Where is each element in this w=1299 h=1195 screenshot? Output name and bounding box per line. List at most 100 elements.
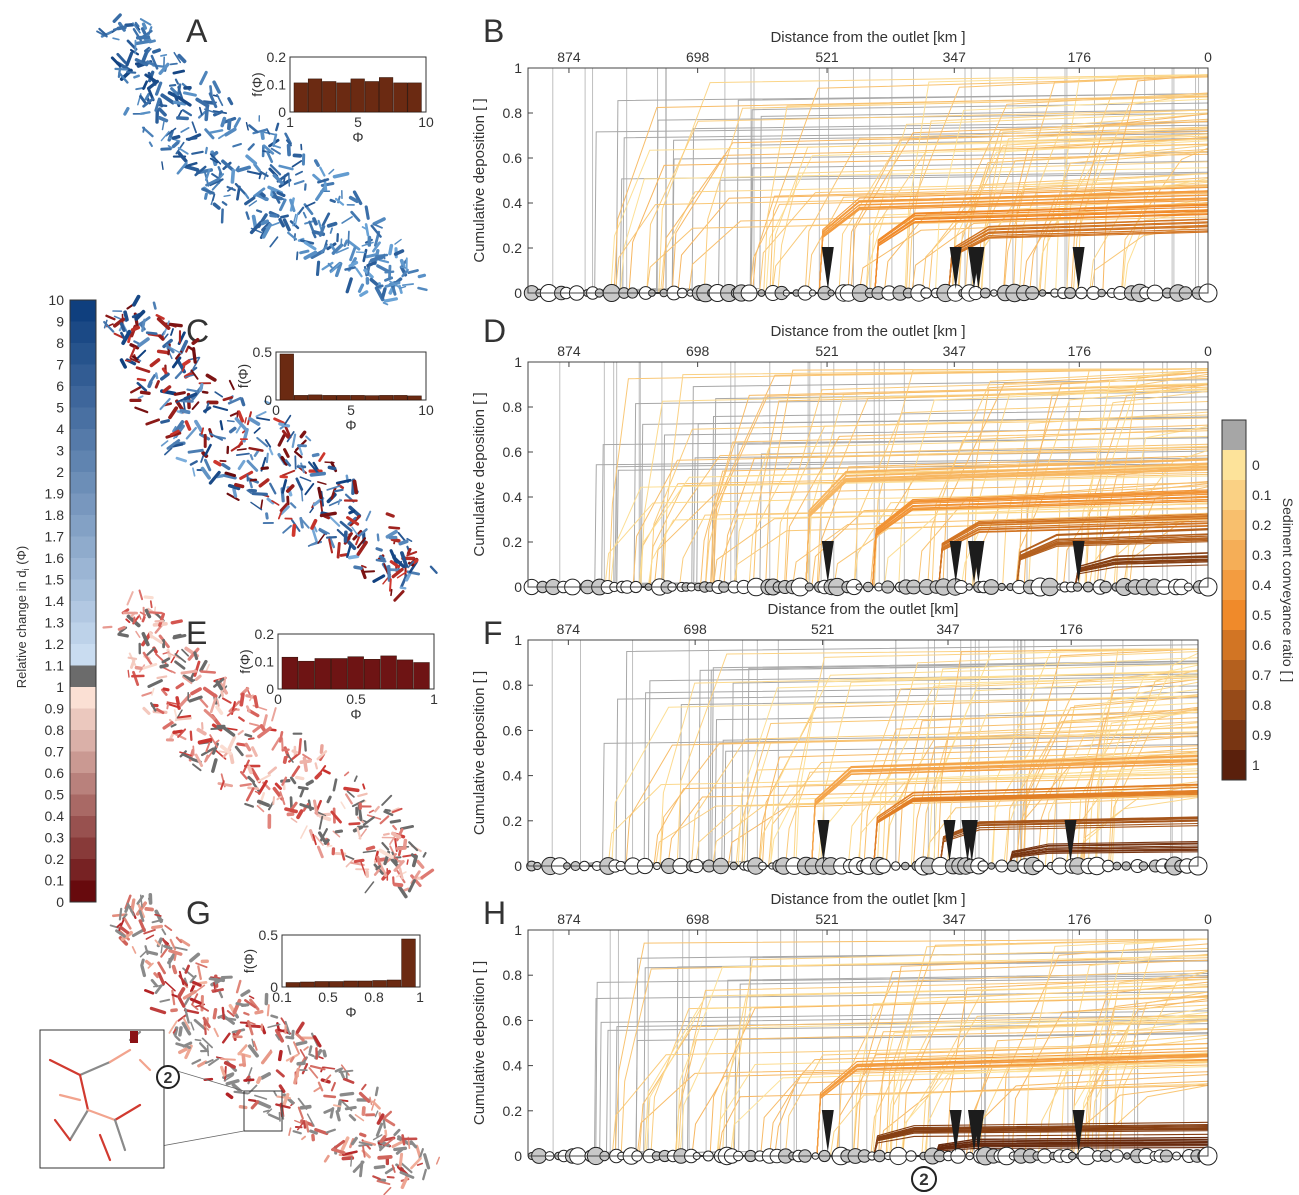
colorbar-segment xyxy=(70,579,96,602)
histogram-bar xyxy=(336,82,351,113)
river-segment xyxy=(278,730,284,743)
river-segment xyxy=(374,805,380,813)
y-tick-label: 0.6 xyxy=(503,444,523,460)
river-segment xyxy=(178,1047,188,1055)
river-segment xyxy=(174,660,186,670)
colorbar-segment xyxy=(70,536,96,559)
colorbar-tick-label: 1.4 xyxy=(45,593,65,609)
y-tick-label: 0.4 xyxy=(503,489,523,505)
river-segment xyxy=(205,663,210,672)
colorbar-tick-label: 1.2 xyxy=(45,636,65,652)
river-segment xyxy=(199,659,208,673)
histogram-bar xyxy=(293,395,309,401)
river-segment xyxy=(259,724,266,732)
x-tick-label: 874 xyxy=(557,911,581,927)
river-segment xyxy=(193,1018,207,1031)
river-segment xyxy=(143,928,156,935)
river-segment xyxy=(304,482,315,496)
deposition-trajectory xyxy=(604,491,1209,588)
river-segment xyxy=(158,612,165,627)
arrow-marker xyxy=(1072,1110,1085,1152)
river-segment xyxy=(162,687,170,692)
river-segment xyxy=(123,106,130,116)
river-segment xyxy=(252,128,268,135)
deposition-trajectory xyxy=(908,109,1209,294)
colorbar-tick-label: 0.5 xyxy=(1252,607,1272,623)
river-segment xyxy=(116,52,127,64)
deposition-trajectory xyxy=(1013,74,1209,294)
deposition-trajectory xyxy=(1074,564,1209,588)
river-segment xyxy=(283,448,290,458)
river-segment xyxy=(223,473,237,480)
deposition-trajectory xyxy=(659,671,1199,867)
river-segment xyxy=(212,80,221,94)
colorbar-tick-label: 0.2 xyxy=(45,851,65,867)
river-segment xyxy=(400,551,409,568)
river-segment xyxy=(284,459,292,467)
river-segment xyxy=(383,563,389,575)
inset-branch xyxy=(138,1058,152,1072)
river-segment xyxy=(317,1081,324,1092)
deposition-trajectory xyxy=(675,955,1209,1157)
river-segment xyxy=(216,93,224,107)
deposition-trajectory xyxy=(768,750,1199,867)
river-segment xyxy=(175,456,188,463)
river-segment xyxy=(398,1152,404,1168)
river-segment xyxy=(229,752,235,765)
river-segment xyxy=(161,161,164,171)
river-segment xyxy=(326,221,338,228)
river-segment xyxy=(211,988,218,992)
panel-label-b: B xyxy=(483,13,504,49)
river-segment xyxy=(387,564,392,582)
river-segment xyxy=(204,128,215,140)
river-segment xyxy=(160,440,169,447)
colorbar-tick-label: 1.1 xyxy=(45,658,65,674)
deposition-trajectory xyxy=(879,1080,1209,1157)
river-segment xyxy=(247,775,255,784)
deposition-trajectory xyxy=(709,996,1209,1157)
river-segment xyxy=(204,754,210,762)
river-segment xyxy=(299,786,306,798)
river-segment xyxy=(139,390,151,396)
histogram-bar xyxy=(364,81,379,113)
river-segment xyxy=(318,527,330,535)
river-segment xyxy=(198,1042,210,1053)
river-segment xyxy=(382,301,389,306)
river-segment xyxy=(183,161,198,168)
river-segment xyxy=(322,769,331,775)
river-segment xyxy=(146,647,156,656)
histogram-bar xyxy=(307,78,323,113)
river-segment xyxy=(373,869,380,876)
river-segment xyxy=(332,778,338,792)
river-segment xyxy=(246,459,259,472)
river-segment xyxy=(400,574,408,589)
river-segment xyxy=(166,439,181,450)
river-segment xyxy=(332,830,341,838)
arrow-marker xyxy=(821,247,834,289)
river-segment xyxy=(213,677,225,688)
panel-label-d: D xyxy=(483,313,506,349)
colorbar-tick-label: 1.7 xyxy=(45,529,65,545)
inset-highlight-reach xyxy=(130,1031,138,1043)
right-colorbar-title: Sediment conveyance ratio [ ] xyxy=(1280,498,1296,682)
river-segment xyxy=(374,1086,379,1097)
river-segment xyxy=(265,221,280,229)
river-segment xyxy=(156,317,171,330)
histogram-y-label: f(Φ) xyxy=(237,649,253,673)
river-segment xyxy=(165,343,175,354)
river-segment xyxy=(291,523,297,537)
river-segment xyxy=(359,1160,364,1178)
river-segment xyxy=(286,431,295,443)
deposition-trajectory xyxy=(691,727,1199,867)
river-segment xyxy=(272,190,281,204)
river-segment xyxy=(209,157,219,164)
river-segment xyxy=(272,133,278,147)
river-segment xyxy=(197,738,213,745)
histogram-bar xyxy=(379,77,394,113)
river-segment xyxy=(390,831,402,840)
colorbar-tick-label: 0.7 xyxy=(1252,667,1272,683)
deposition-trajectory xyxy=(934,98,1209,294)
deposition-trajectory xyxy=(873,1128,1209,1157)
river-segment xyxy=(142,706,151,716)
colorbar-tick-label: 0 xyxy=(1252,457,1260,473)
